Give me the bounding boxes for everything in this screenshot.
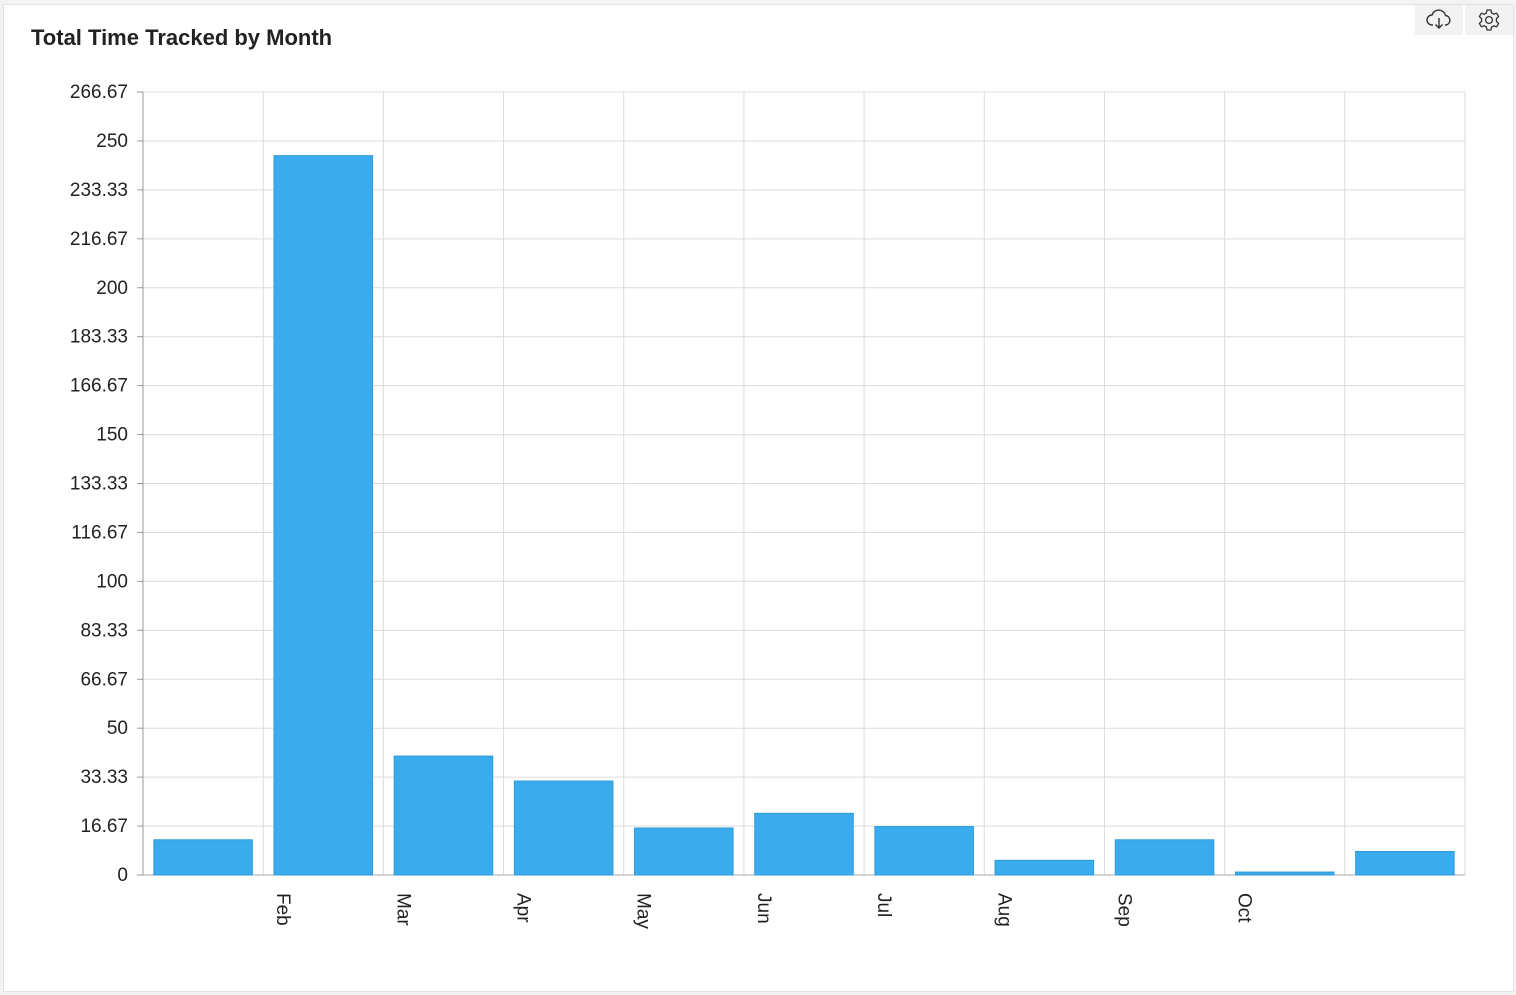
bar [273, 155, 374, 876]
y-tick-label: 66.67 [80, 669, 128, 690]
y-tick-label: 216.67 [70, 229, 128, 250]
y-tick-label: 50 [107, 718, 128, 739]
y-tick-label: 183.33 [70, 327, 128, 348]
chart-title: Total Time Tracked by Month [31, 25, 333, 50]
settings-button[interactable] [1465, 5, 1513, 35]
bar [994, 859, 1095, 876]
x-tick-label: Oct [1234, 893, 1255, 923]
y-tick-label: 133.33 [70, 474, 128, 495]
y-tick-label: 16.67 [80, 816, 128, 837]
gear-icon [1476, 7, 1502, 33]
y-tick-label: 0 [117, 865, 128, 886]
x-tick-label: Feb [272, 893, 293, 926]
bar [153, 839, 253, 876]
x-tick-label: Aug [993, 893, 1014, 927]
x-tick-label: May [633, 893, 654, 929]
x-tick-label: Jul [873, 893, 894, 917]
bar [513, 780, 614, 876]
y-tick-label: 33.33 [80, 767, 128, 788]
download-button[interactable] [1415, 5, 1463, 35]
x-tick-label: Jun [753, 893, 774, 924]
bar [1355, 851, 1455, 876]
y-tick-label: 233.33 [70, 180, 128, 201]
y-tick-label: 100 [96, 571, 128, 592]
bar [1114, 839, 1215, 876]
bar [634, 827, 734, 876]
y-tick-label: 200 [96, 278, 128, 299]
y-tick-label: 166.67 [70, 376, 128, 397]
bar [754, 812, 854, 876]
y-tick-label: 150 [96, 425, 128, 446]
x-tick-label: Apr [513, 893, 534, 923]
y-tick-label: 116.67 [71, 522, 128, 543]
cloud-download-icon [1426, 9, 1452, 31]
x-tick-label: Sep [1113, 893, 1134, 927]
bar [393, 755, 494, 876]
x-tick-label: Mar [392, 893, 413, 926]
bar [1234, 871, 1335, 876]
y-tick-label: 250 [96, 131, 128, 152]
y-tick-label: 266.67 [70, 82, 128, 103]
bar [874, 826, 974, 876]
y-tick-label: 83.33 [80, 620, 128, 641]
chart-toolbar [1415, 5, 1513, 35]
